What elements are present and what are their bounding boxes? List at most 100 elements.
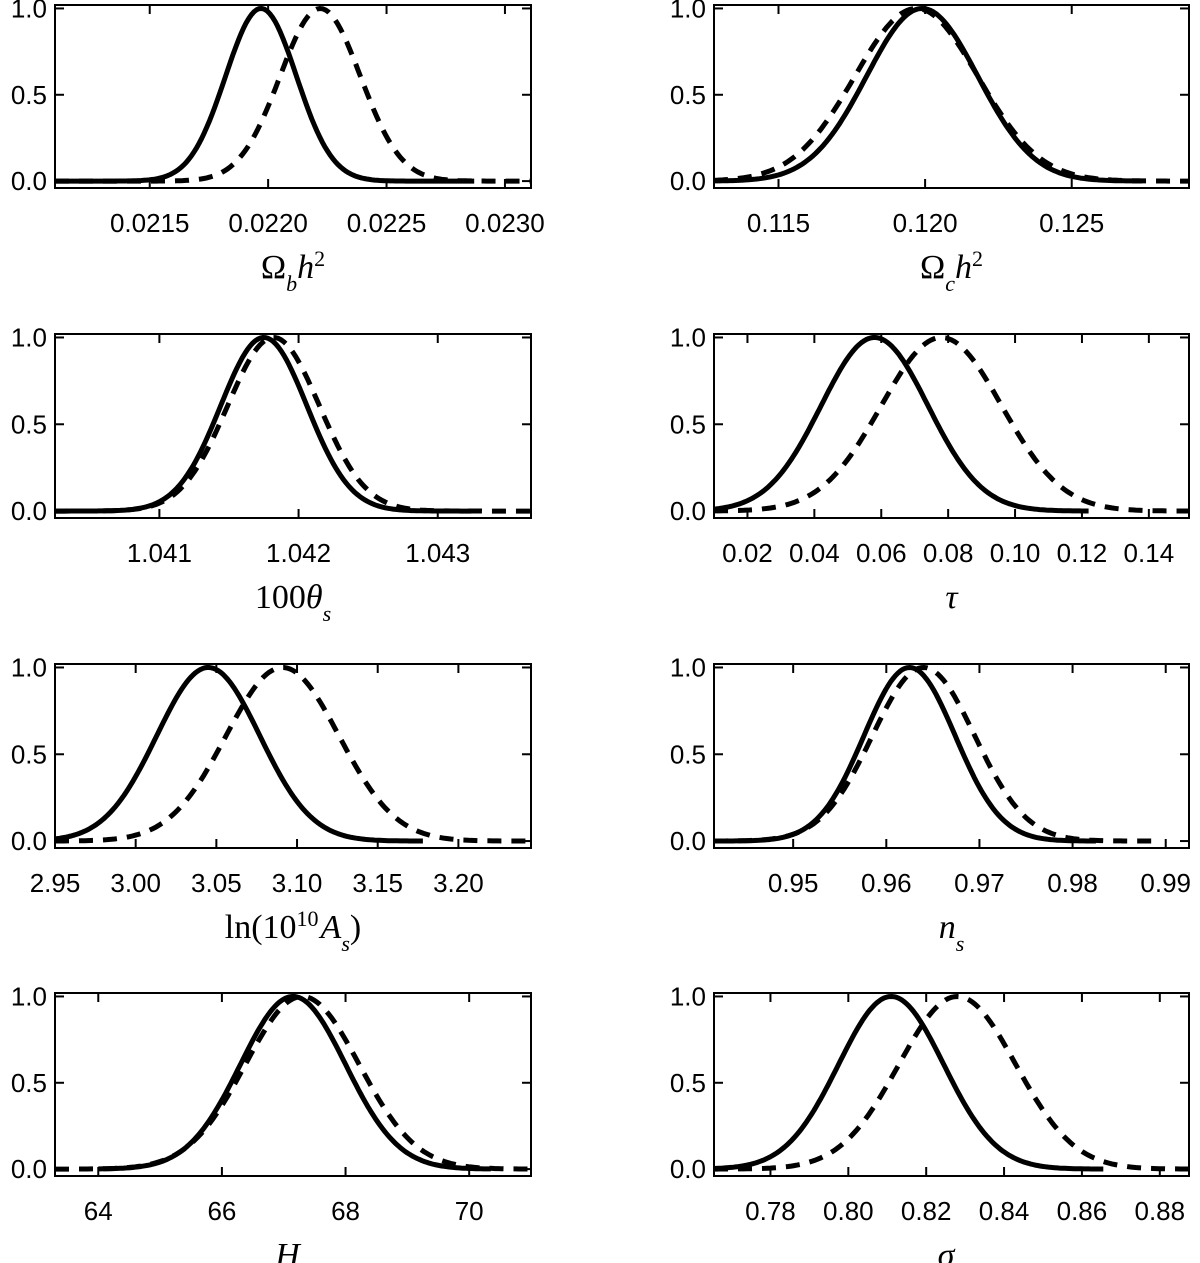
x-tick-label: 1.043 xyxy=(405,538,470,568)
x-tick-label: 0.84 xyxy=(979,1196,1030,1226)
y-tick-label: 0.5 xyxy=(670,80,706,110)
plot-frame xyxy=(713,663,1190,849)
y-tick-label: 1.0 xyxy=(670,0,706,23)
x-tick-label: 0.88 xyxy=(1134,1196,1185,1226)
x-axis-label: Ωch2 xyxy=(920,246,983,296)
y-tick-label: 0.0 xyxy=(670,1154,706,1184)
series-line-dashed xyxy=(714,334,1189,514)
x-tick-label: 0.115 xyxy=(747,208,810,238)
x-tick-label: 3.10 xyxy=(272,868,323,898)
y-tick-label: 1.0 xyxy=(670,981,706,1011)
panel-n-s: 0.95 0.96 0.97 0.98 0.99 0.0 0.5 1.0 ns xyxy=(670,652,1191,955)
series-line-dashed xyxy=(714,664,1157,844)
x-axis-label: ln(1010As) xyxy=(225,906,361,956)
series-line-solid xyxy=(98,994,491,1172)
plot-frame xyxy=(54,992,532,1177)
x-tick-label: 0.80 xyxy=(823,1196,874,1226)
series-line-solid xyxy=(54,665,424,844)
x-tick-label: 1.042 xyxy=(266,538,331,568)
plot-frame xyxy=(713,333,1190,519)
x-tick-label: 1.041 xyxy=(127,538,192,568)
series-line-dashed xyxy=(713,5,1189,184)
x-tick-label: 0.0230 xyxy=(465,208,545,238)
series-line-dashed xyxy=(55,334,531,514)
plot-frame xyxy=(713,4,1190,189)
y-tick-label: 0.0 xyxy=(11,826,47,856)
y-tick-label: 0.5 xyxy=(11,1068,47,1098)
y-tick-label: 0.5 xyxy=(11,80,47,110)
x-tick-label: 70 xyxy=(455,1196,484,1226)
x-tick-label: 0.0220 xyxy=(228,208,308,238)
panel-tau: 0.02 0.04 0.06 0.08 0.10 0.12 0.14 0.0 0.5 1.0 τ xyxy=(670,322,1190,616)
series-line-solid xyxy=(714,6,1143,184)
x-axis-label: Ωbh2 xyxy=(261,246,325,296)
x-tick-label: 0.02 xyxy=(722,538,773,568)
x-tick-label: 0.14 xyxy=(1124,538,1175,568)
x-tick-label: 3.20 xyxy=(433,868,484,898)
y-tick-label: 0.0 xyxy=(670,826,706,856)
panel-sigma-8: 0.78 0.80 0.82 0.84 0.86 0.88 0.0 0.5 1.0 σ8 xyxy=(670,981,1190,1263)
x-tick-label: 0.0215 xyxy=(110,208,190,238)
x-tick-label: 0.06 xyxy=(856,538,907,568)
y-tick-label: 0.5 xyxy=(11,739,47,769)
series-line-dashed xyxy=(55,665,531,844)
y-tick-label: 0.5 xyxy=(670,409,706,439)
series-line-solid xyxy=(55,335,472,514)
panel-theta-s: 1.041 1.042 1.043 0.0 0.5 1.0 100θs xyxy=(11,322,532,626)
x-tick-label: 0.12 xyxy=(1057,538,1108,568)
y-tick-label: 0.5 xyxy=(670,739,706,769)
series-line-solid xyxy=(713,335,1089,514)
y-tick-label: 0.0 xyxy=(670,166,706,196)
plot-frame xyxy=(54,4,532,189)
x-tick-label: 0.98 xyxy=(1047,868,1098,898)
panel-omega-b-h2: 0.0215 0.0220 0.0225 0.0230 0.0 0.5 1.0 Ωbh2 xyxy=(11,0,545,296)
panel-ln-as: 2.95 3.00 3.05 3.10 3.15 3.20 0.0 0.5 1.0 ln(1010… xyxy=(11,652,532,956)
x-tick-label: 0.95 xyxy=(768,868,819,898)
series-line-solid xyxy=(713,665,1096,844)
x-tick-label: 3.05 xyxy=(191,868,242,898)
series-line-solid xyxy=(55,6,475,184)
y-tick-label: 0.0 xyxy=(11,166,47,196)
y-tick-label: 0.5 xyxy=(670,1068,706,1098)
y-tick-label: 0.0 xyxy=(11,496,47,526)
x-axis-label: ns xyxy=(939,909,965,956)
series-line-dashed xyxy=(55,993,531,1172)
y-tick-label: 1.0 xyxy=(11,981,47,1011)
y-tick-label: 1.0 xyxy=(11,322,47,352)
y-tick-label: 0.0 xyxy=(11,1154,47,1184)
y-tick-label: 1.0 xyxy=(670,322,706,352)
x-tick-label: 3.00 xyxy=(110,868,161,898)
x-axis-label: H0 xyxy=(274,1237,311,1263)
plot-frame xyxy=(54,333,532,519)
y-tick-label: 1.0 xyxy=(670,652,706,682)
x-tick-label: 0.04 xyxy=(789,538,840,568)
x-tick-label: 68 xyxy=(331,1196,360,1226)
plot-frame xyxy=(713,992,1190,1177)
x-tick-label: 0.97 xyxy=(954,868,1005,898)
x-tick-label: 0.99 xyxy=(1140,868,1191,898)
y-tick-label: 0.0 xyxy=(670,496,706,526)
x-tick-label: 0.08 xyxy=(923,538,974,568)
x-tick-label: 0.96 xyxy=(861,868,912,898)
y-tick-label: 1.0 xyxy=(11,0,47,23)
x-tick-label: 3.15 xyxy=(352,868,403,898)
panel-h0: 64 66 68 70 0.0 0.5 1.0 H0 xyxy=(11,981,532,1263)
x-axis-label: σ8 xyxy=(938,1237,966,1263)
x-tick-label: 66 xyxy=(207,1196,236,1226)
plot-frame xyxy=(54,663,532,849)
x-tick-label: 64 xyxy=(84,1196,113,1226)
y-tick-label: 0.5 xyxy=(11,409,47,439)
x-tick-label: 0.0225 xyxy=(347,208,427,238)
x-tick-label: 0.120 xyxy=(893,208,958,238)
x-tick-label: 0.10 xyxy=(990,538,1041,568)
x-tick-label: 0.78 xyxy=(745,1196,796,1226)
panel-omega-c-h2: 0.115 0.120 0.125 0.0 0.5 1.0 Ωch2 xyxy=(670,0,1190,296)
x-tick-label: 2.95 xyxy=(30,868,81,898)
series-line-dashed xyxy=(714,993,1189,1172)
x-axis-label: 100θs xyxy=(255,579,331,626)
series-line-solid xyxy=(713,994,1104,1172)
x-tick-label: 0.125 xyxy=(1039,208,1104,238)
y-tick-label: 1.0 xyxy=(11,652,47,682)
x-tick-label: 0.82 xyxy=(901,1196,952,1226)
